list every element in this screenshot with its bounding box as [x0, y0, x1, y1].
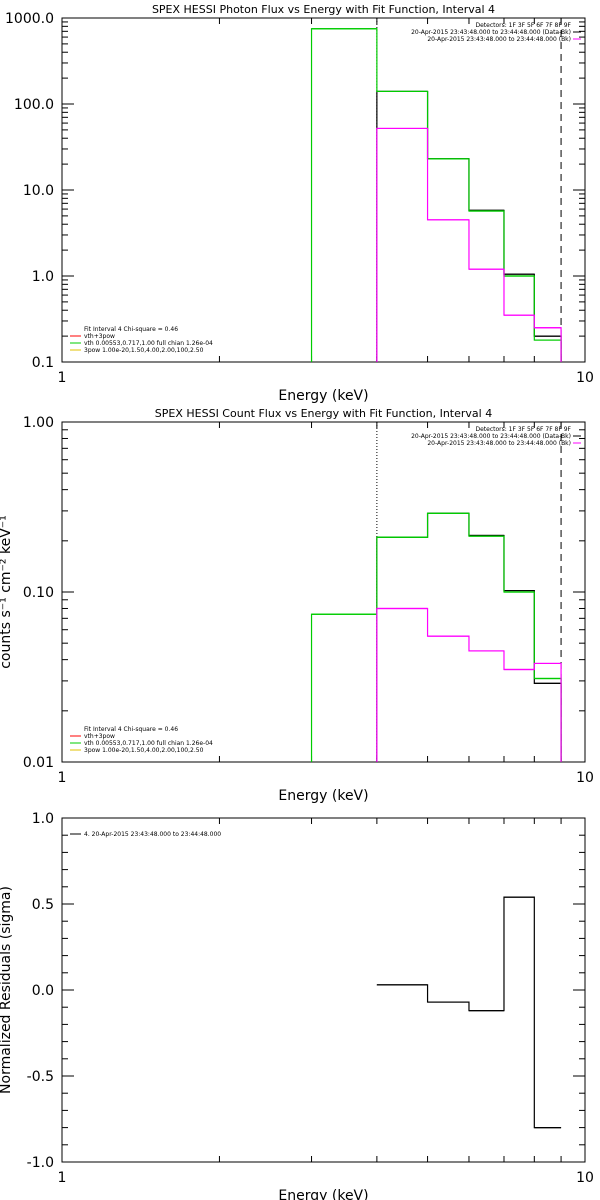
y-tick-label: 1.00	[23, 415, 54, 431]
chart-panel-1: SPEX HESSI Photon Flux vs Energy with Fi…	[5, 3, 594, 404]
x-axis-label: Energy (keV)	[278, 388, 368, 404]
x-tick-label: 10	[576, 370, 594, 386]
y-axis-label: Normalized Residuals (sigma)	[0, 886, 14, 1094]
x-axis-label: Energy (keV)	[278, 1188, 368, 1200]
series-line-2	[310, 28, 562, 362]
legend-entry: 20-Apr-2015 23:43:48.000 to 23:44:48.000…	[411, 29, 571, 36]
series-line-1	[376, 896, 562, 1129]
y-tick-label: 100.0	[14, 97, 54, 113]
legend-entry: 20-Apr-2015 23:43:48.000 to 23:44:48.000…	[427, 440, 571, 447]
y-tick-label: 1.0	[32, 811, 54, 827]
x-tick-label: 1	[58, 770, 67, 786]
y-tick-label: -1.0	[27, 1155, 54, 1171]
legend-entry: Fit Interval 4 Chi-square = 0.46	[84, 326, 178, 333]
legend-entry: 3pow 1.00e-20,1.50,4.00,2.00,100,2.50	[84, 747, 204, 754]
legend-entry: 3pow 1.00e-20,1.50,4.00,2.00,100,2.50	[84, 347, 204, 354]
legend-entry: vth+3pow	[84, 333, 115, 340]
y-tick-label: 1000.0	[5, 11, 54, 27]
chart-title: SPEX HESSI Photon Flux vs Energy with Fi…	[152, 3, 495, 16]
x-axis-label: Energy (keV)	[278, 788, 368, 804]
y-tick-label: 0.5	[32, 897, 54, 913]
plot-frame	[61, 17, 586, 363]
x-tick-label: 1	[58, 370, 67, 386]
legend-entry: vth 0.00553,0.717,1.00 full chian 1.26e-…	[84, 340, 213, 347]
legend-entry: vth 0.00553,0.717,1.00 full chian 1.26e-…	[84, 740, 213, 747]
y-tick-label: 0.01	[23, 755, 54, 771]
legend-entry: vth+3pow	[84, 733, 115, 740]
plot-frame	[61, 817, 586, 1163]
legend-entry: 20-Apr-2015 23:43:48.000 to 23:44:48.000…	[427, 36, 571, 43]
legend-entry: Fit Interval 4 Chi-square = 0.46	[84, 726, 178, 733]
y-tick-label: 0.1	[32, 355, 54, 371]
chart-panel-2: SPEX HESSI Count Flux vs Energy with Fit…	[0, 407, 594, 804]
legend-entry: 4. 20-Apr-2015 23:43:48.000 to 23:44:48.…	[84, 831, 221, 838]
x-tick-label: 1	[58, 1170, 67, 1186]
y-axis-label: counts s⁻¹ cm⁻² keV⁻¹	[0, 515, 14, 669]
series-line-2	[310, 512, 562, 762]
series-line-3	[376, 607, 562, 762]
x-tick-label: 10	[576, 770, 594, 786]
y-tick-label: 10.0	[23, 183, 54, 199]
y-tick-label: -0.5	[27, 1069, 54, 1085]
legend-entry: 20-Apr-2015 23:43:48.000 to 23:44:48.000…	[411, 433, 571, 440]
x-tick-label: 10	[576, 1170, 594, 1186]
legend-entry: Detectors: 1F 3F 5F 6F 7F 8F 9F	[475, 426, 571, 433]
chart-panel-3: 1 10 Energy (keV) -1.0 -0.5 0.0 0.5 1.0 Normaliz…	[0, 811, 594, 1200]
legend-entry: Detectors: 1F 3F 5F 6F 7F 8F 9F	[475, 22, 571, 29]
chart-title: SPEX HESSI Count Flux vs Energy with Fit…	[155, 407, 492, 420]
y-tick-label: 0.10	[23, 585, 54, 601]
y-tick-label: 1.0	[32, 269, 54, 285]
y-tick-label: 0.0	[32, 983, 54, 999]
